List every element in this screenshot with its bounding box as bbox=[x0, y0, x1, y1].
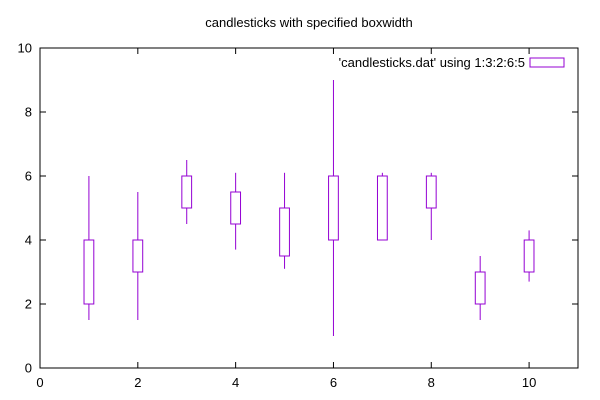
legend-swatch bbox=[529, 57, 565, 68]
y-tick-label: 2 bbox=[25, 297, 32, 312]
x-tick-label: 0 bbox=[36, 375, 43, 390]
candle bbox=[181, 160, 193, 224]
legend-label: 'candlesticks.dat' using 1:3:2:6:5 bbox=[339, 55, 525, 70]
x-tick-label: 10 bbox=[522, 375, 536, 390]
y-tick-label: 0 bbox=[25, 361, 32, 376]
candle-body bbox=[181, 175, 193, 209]
candle-body bbox=[328, 175, 339, 241]
candle bbox=[279, 172, 290, 269]
candle-body bbox=[83, 239, 95, 305]
axis-ticks bbox=[39, 47, 578, 369]
legend: 'candlesticks.dat' using 1:3:2:6:5 bbox=[339, 55, 565, 70]
plot-frame bbox=[39, 47, 579, 369]
y-tick-label: 10 bbox=[18, 41, 32, 56]
chart-title: candlesticks with specified boxwidth bbox=[205, 15, 412, 30]
candle-body bbox=[230, 191, 242, 225]
y-tick-label: 4 bbox=[25, 233, 32, 248]
y-tick-label: 6 bbox=[25, 169, 32, 184]
x-tick-label: 6 bbox=[330, 375, 337, 390]
candle-body bbox=[376, 175, 388, 241]
candle bbox=[132, 192, 144, 320]
candle bbox=[376, 172, 388, 241]
candle bbox=[474, 256, 486, 320]
candle bbox=[328, 80, 339, 336]
candles bbox=[83, 80, 535, 336]
x-tick-label: 8 bbox=[428, 375, 435, 390]
x-tick-label: 2 bbox=[134, 375, 141, 390]
candle-body bbox=[474, 271, 486, 305]
candle-body bbox=[523, 239, 535, 273]
candle-body bbox=[425, 175, 437, 209]
x-tick-label: 4 bbox=[232, 375, 239, 390]
candle bbox=[425, 172, 437, 240]
candle bbox=[230, 172, 242, 250]
candle bbox=[83, 176, 95, 320]
candle-body bbox=[132, 239, 144, 273]
y-tick-label: 8 bbox=[25, 105, 32, 120]
axis-tick-labels: 0 2 4 6 8 10 0 2 4 6 8 10 bbox=[18, 41, 537, 391]
candle-body bbox=[279, 207, 290, 257]
candle bbox=[523, 230, 535, 282]
